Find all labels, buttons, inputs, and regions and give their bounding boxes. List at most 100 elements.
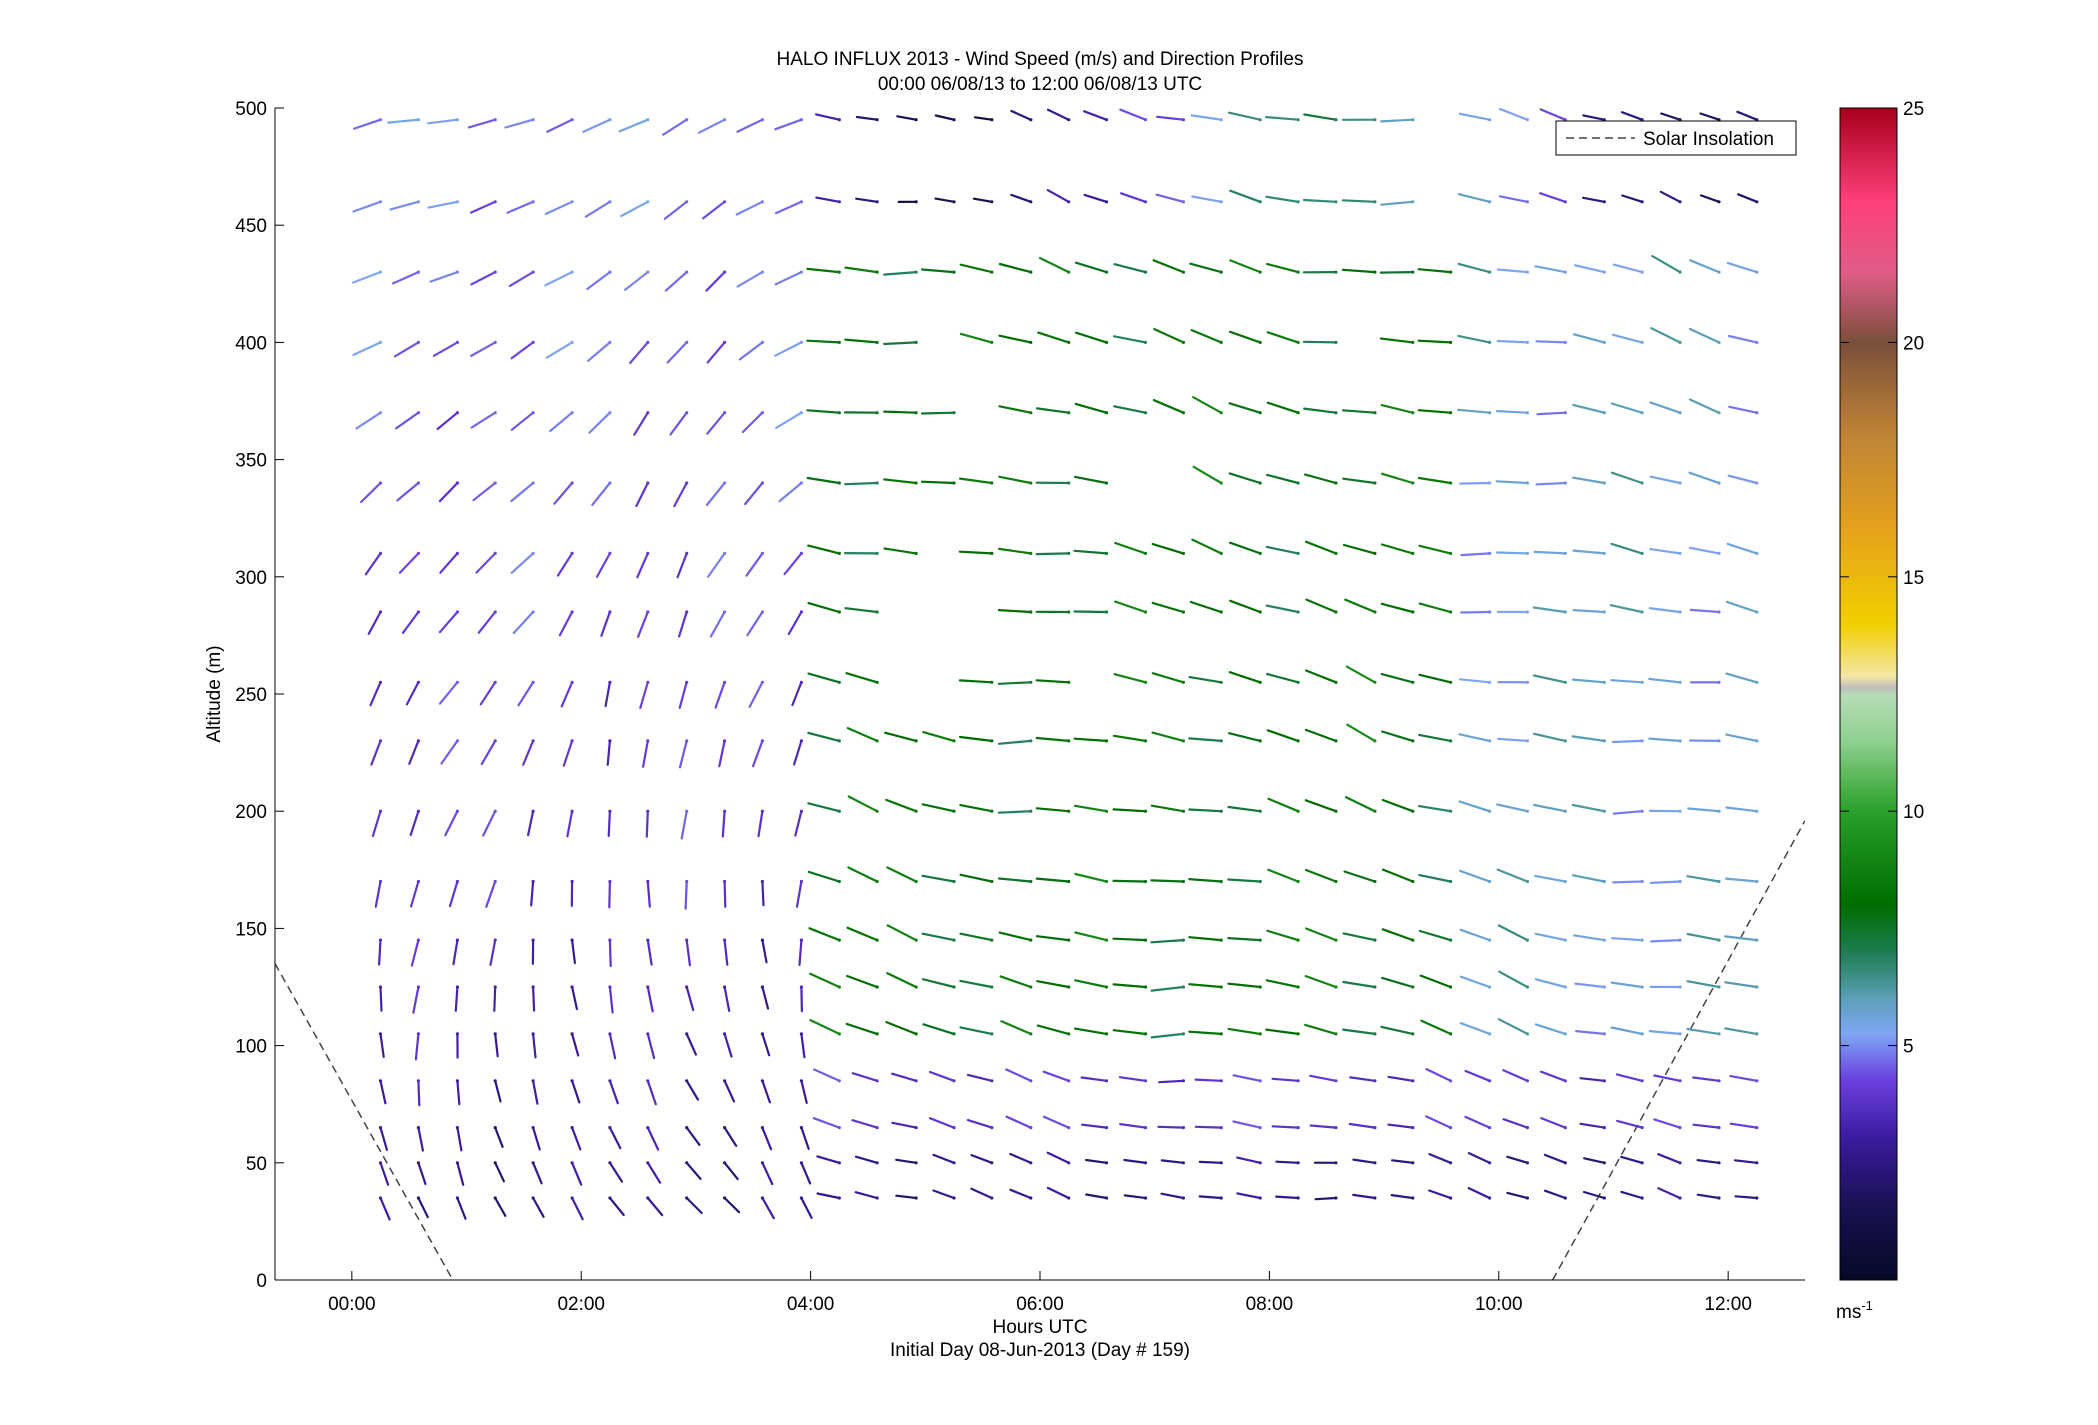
wind-barb <box>494 1032 499 1058</box>
wind-barb-base <box>723 551 727 556</box>
wind-barb <box>1151 601 1185 614</box>
wind-barb-base <box>1678 481 1682 485</box>
wind-barb <box>846 726 879 743</box>
wind-barb-base <box>1449 985 1453 989</box>
wind-barb <box>1155 115 1185 121</box>
wind-barb <box>549 411 574 433</box>
wind-barb <box>697 118 726 134</box>
wind-barb <box>922 730 956 743</box>
wind-barb-base <box>723 739 727 743</box>
wind-barb <box>1112 734 1147 743</box>
wind-barb-base <box>1258 739 1262 743</box>
wind-barb <box>1227 805 1262 813</box>
wind-barb <box>1344 598 1377 614</box>
wind-barb-base <box>1717 680 1721 684</box>
wind-barb-base <box>1678 1196 1682 1200</box>
wind-barb <box>1724 935 1758 942</box>
wind-barb-base <box>837 985 841 989</box>
wind-barb <box>1345 665 1377 684</box>
y-tick-label: 350 <box>235 451 267 472</box>
wind-barb-base <box>1334 610 1338 614</box>
wind-barb-base <box>875 809 879 813</box>
wind-barb-base <box>1258 985 1262 989</box>
wind-barb <box>1344 796 1377 813</box>
wind-barb-base <box>1678 340 1682 344</box>
wind-barb <box>845 1022 879 1036</box>
wind-barb <box>1305 598 1338 614</box>
wind-barb-base <box>1640 1126 1644 1130</box>
wind-barb <box>1074 872 1108 883</box>
wind-barb <box>608 1196 625 1217</box>
wind-barb <box>678 681 688 709</box>
wind-barb <box>1188 1030 1223 1036</box>
wind-barb <box>531 985 536 1012</box>
wind-barb <box>761 1032 771 1057</box>
wind-barb <box>1236 1156 1262 1164</box>
wind-barb-base <box>1067 118 1071 122</box>
wind-barb-base <box>1029 270 1033 274</box>
wind-barb-base <box>1029 809 1033 813</box>
wind-barb-base <box>570 985 574 989</box>
wind-barb <box>1265 979 1300 989</box>
wind-barb <box>1112 335 1147 344</box>
wind-barb <box>1387 1075 1414 1082</box>
wind-barb <box>815 196 841 203</box>
wind-barb <box>896 115 918 121</box>
wind-barb <box>367 610 382 636</box>
wind-barb <box>1010 193 1032 203</box>
wind-barb <box>1496 803 1529 813</box>
wind-barb-base <box>1755 411 1759 415</box>
wind-barb <box>1080 1123 1108 1129</box>
wind-barb-base <box>760 1126 765 1130</box>
wind-barb-base <box>493 1196 497 1200</box>
wind-barb-base <box>493 610 497 614</box>
wind-barb-base <box>531 1079 535 1083</box>
wind-barb <box>1496 268 1529 274</box>
wind-barb <box>531 1079 539 1105</box>
wind-barb-base <box>1067 411 1071 415</box>
wind-barb-base <box>723 879 727 884</box>
wind-barb-base <box>914 879 918 884</box>
wind-barb <box>635 481 649 508</box>
wind-barb <box>588 411 612 434</box>
wind-barb-base <box>1525 118 1529 122</box>
wind-barb <box>1572 403 1606 414</box>
wind-barb <box>1458 800 1491 813</box>
wind-barb <box>1152 399 1185 414</box>
wind-barb-base <box>531 610 535 614</box>
wind-barb-base <box>685 481 689 485</box>
wind-barb <box>1610 981 1644 989</box>
wind-barb <box>775 411 803 429</box>
wind-barb <box>1612 810 1644 815</box>
wind-barb <box>1150 985 1185 992</box>
wind-barb <box>1571 678 1606 684</box>
wind-barb-base <box>1296 610 1300 614</box>
wind-barb-base <box>875 1196 879 1200</box>
wind-barb-base <box>799 1079 804 1083</box>
wind-barb-base <box>760 481 765 485</box>
wind-barb <box>586 341 612 362</box>
x-tick-label: 08:00 <box>1246 1294 1294 1315</box>
wind-barb <box>1418 673 1452 684</box>
wind-barb-base <box>1678 680 1682 684</box>
wind-barb-base <box>416 118 420 122</box>
wind-barb-base <box>1143 985 1148 989</box>
wind-barb <box>586 271 612 291</box>
wind-barb-base <box>875 118 879 122</box>
wind-barb <box>1572 476 1606 485</box>
wind-barb-base <box>1067 1196 1071 1200</box>
wind-barb-base <box>1219 985 1223 989</box>
wind-barb <box>556 552 574 577</box>
y-tick-label: 0 <box>256 1271 267 1292</box>
wind-barb-base <box>608 200 612 204</box>
wind-barb <box>545 341 574 359</box>
wind-barb <box>723 1079 736 1103</box>
wind-barb <box>1303 407 1338 414</box>
wind-barb <box>1460 610 1491 614</box>
wind-barb-base <box>799 985 804 989</box>
wind-barb-base <box>493 809 497 813</box>
wind-barb-base <box>1525 739 1529 743</box>
wind-barb <box>774 271 803 286</box>
wind-barb-base <box>1563 340 1567 344</box>
wind-barb <box>417 1126 424 1152</box>
